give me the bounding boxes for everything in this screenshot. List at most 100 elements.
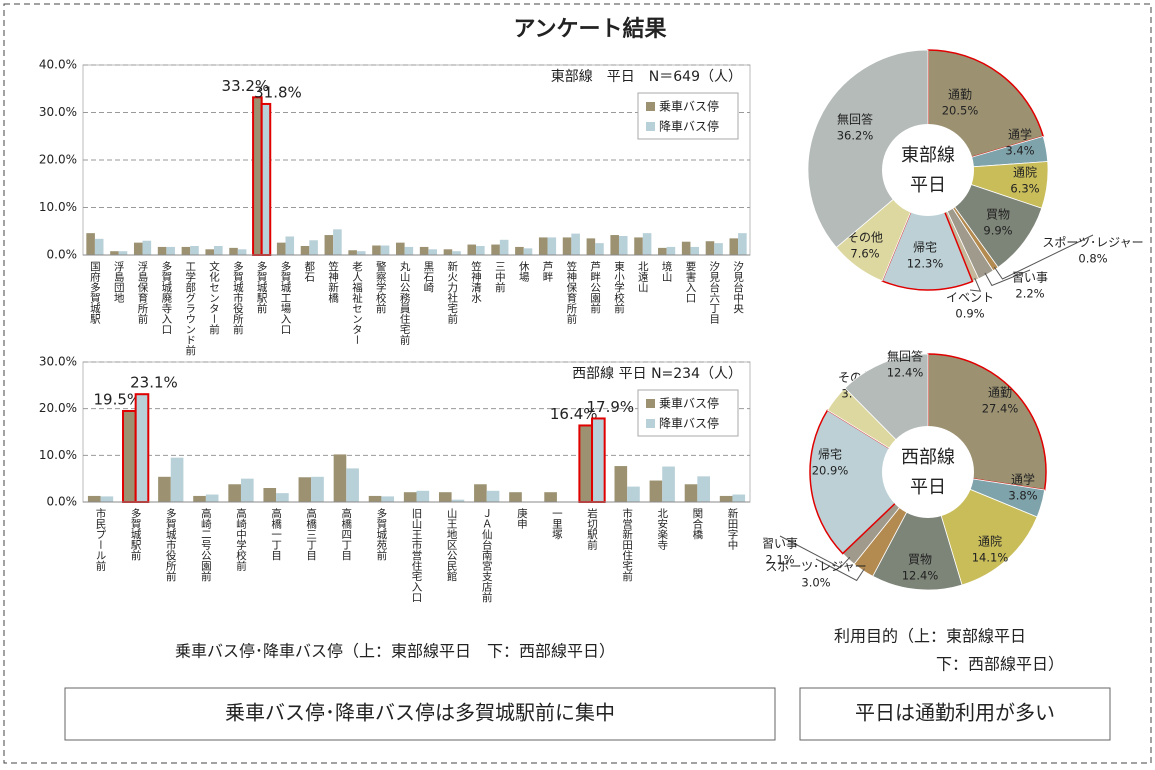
x-tick-label: 多賀城工場入口 [279, 260, 291, 334]
x-tick-label: 芦畔公園前 [589, 261, 601, 314]
x-tick-label: 警察学校前 [375, 260, 387, 314]
x-tick-label: 笠神清水 [470, 260, 482, 303]
bar [614, 466, 628, 502]
bar [515, 246, 524, 255]
caption: 乗車バス停･降車バス停（上：東部線平日 下：西部線平日） [175, 642, 615, 661]
legend-label: 乗車バス停 [659, 396, 719, 411]
bar [229, 247, 238, 255]
legend-label: 降車バス停 [659, 119, 719, 134]
legend [637, 92, 739, 140]
slice-value: 0.9% [955, 307, 984, 321]
bar [499, 239, 509, 255]
bar [122, 410, 137, 503]
annotation: 西部線 平日 N=234（人） [572, 366, 742, 382]
leader-line [984, 269, 1031, 287]
slice-value: 12.3% [907, 257, 944, 271]
leader-line [779, 535, 851, 569]
bar [190, 245, 199, 255]
slice-label: 通勤 [988, 386, 1012, 400]
slice-value: 2.1% [765, 553, 794, 567]
slice-label: 通学 [1011, 472, 1035, 487]
slice-label: スポーツ･レジャー [765, 560, 866, 574]
x-tick-label: 多賀城廃寺入口 [160, 260, 172, 334]
y-tick-label: 30.0% [39, 355, 77, 369]
pie-slice [872, 470, 963, 591]
slice-label: 買物 [908, 553, 932, 567]
y-tick-label: 40.0% [39, 58, 77, 72]
bar [311, 476, 324, 502]
slice-label: 習い事 [1012, 271, 1048, 285]
annotation: 東部線 平日 N＝649（人） [551, 69, 742, 85]
bar [452, 251, 461, 255]
bar [627, 486, 640, 502]
slice-label: 無回答 [837, 112, 873, 127]
y-tick-label: 10.0% [39, 200, 77, 214]
slice-label: イベント [946, 291, 994, 305]
center-label: 平日 [910, 175, 946, 196]
x-tick-label: 都石 [303, 261, 315, 282]
bar [214, 245, 223, 255]
legend-label: 降車バス停 [659, 416, 719, 431]
x-tick-label: 一里塚 [551, 508, 563, 540]
leader-line [815, 558, 865, 582]
slice-label: 習い事 [762, 537, 798, 551]
bar [118, 251, 128, 255]
legend-swatch [646, 102, 655, 111]
x-tick-label: 高橋四丁目 [340, 507, 352, 560]
bar [205, 249, 215, 255]
x-tick-label: 新田字中 [726, 507, 738, 551]
bar [276, 242, 286, 255]
bar [309, 240, 318, 255]
x-tick-label: 多賀城苑前 [375, 507, 387, 561]
slice-label: 通院 [978, 535, 1002, 549]
x-tick-label: ＪＡ仙台南宮支店前 [481, 508, 493, 603]
slice-value: 12.4% [887, 366, 924, 380]
bar [538, 237, 548, 255]
bar [467, 244, 477, 255]
bar [181, 246, 191, 255]
bar [649, 480, 663, 502]
slice-label: スポーツ･レジャー [1042, 236, 1143, 250]
bar [509, 492, 522, 502]
leader-line [993, 234, 1094, 280]
bar [300, 245, 310, 255]
bar [681, 241, 691, 255]
bar [260, 102, 272, 256]
bar [372, 245, 381, 255]
bar [610, 235, 619, 255]
x-tick-label: 高崎二号公園前 [200, 507, 212, 582]
x-tick-label: 高崎中学校前 [235, 507, 247, 572]
bar [166, 246, 175, 255]
slice-value: 14.1% [972, 551, 1009, 565]
data-label: 31.8% [254, 83, 302, 101]
bar [666, 246, 676, 255]
pie-slice [807, 49, 929, 249]
slice-value: 2.2% [1015, 287, 1044, 301]
slice-value: 27.4% [982, 402, 1019, 416]
summary-box [799, 687, 1111, 741]
bar [474, 484, 487, 502]
bar [586, 238, 596, 255]
y-tick-label: 30.0% [39, 105, 77, 119]
bar [94, 238, 104, 255]
x-tick-label: 多賀城市役所前 [232, 260, 244, 335]
caption: 下：西部線平日） [936, 655, 1064, 674]
slice-value: 9.9% [983, 224, 1012, 238]
bar [87, 495, 101, 502]
pie-hole [882, 426, 974, 518]
summary: 乗車バス停･降車バス停は多賀城駅前に集中 [225, 701, 615, 725]
data-label: 23.1% [130, 374, 178, 392]
data-label: 33.2% [222, 77, 270, 95]
x-tick-label: 高橋三丁目 [305, 507, 317, 560]
data-label: 17.9% [587, 398, 635, 416]
bar [133, 242, 143, 255]
bar [544, 492, 557, 502]
legend-label: 乗車バス停 [659, 99, 719, 114]
slice-value: 20.9% [812, 464, 849, 478]
x-tick-label: 三中前 [494, 261, 506, 293]
legend-swatch [646, 399, 655, 408]
bar [719, 495, 733, 502]
x-tick-label: 北遠山 [637, 261, 649, 293]
bar [381, 496, 395, 502]
x-tick-label: 高橋一丁目 [270, 507, 282, 560]
